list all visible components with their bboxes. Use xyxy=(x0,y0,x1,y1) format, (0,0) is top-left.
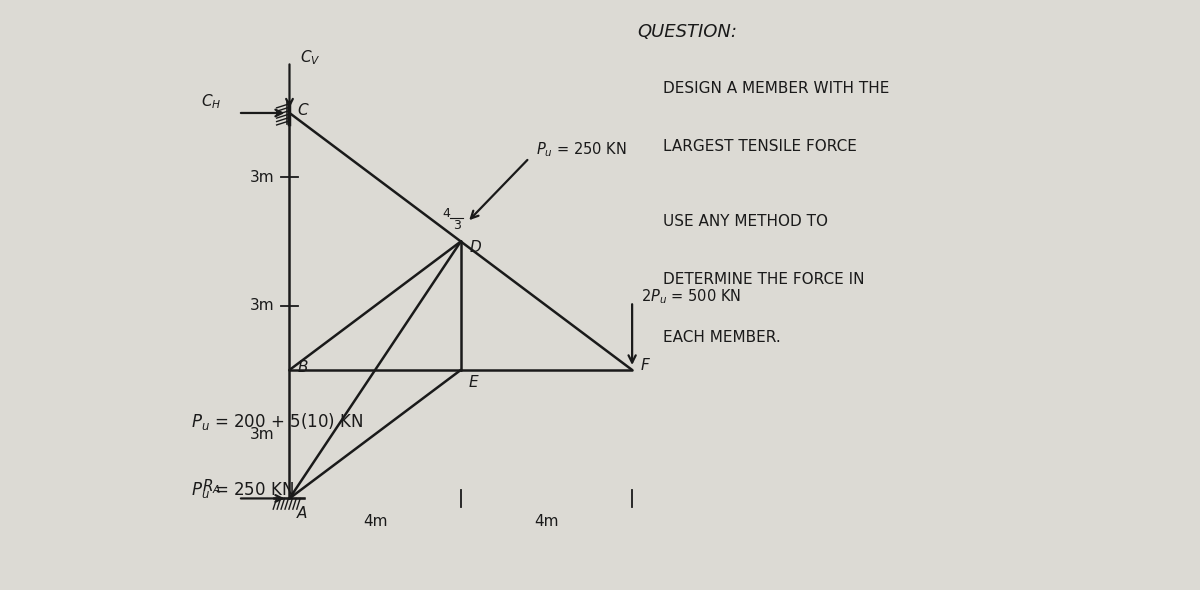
Text: QUESTION:: QUESTION: xyxy=(637,23,738,41)
Text: 3m: 3m xyxy=(250,298,274,313)
Text: $P_u$ = 200 + 5(10) KN: $P_u$ = 200 + 5(10) KN xyxy=(191,411,364,432)
Text: $P_u$ = 250 KN: $P_u$ = 250 KN xyxy=(191,480,294,500)
Text: E: E xyxy=(468,375,478,391)
Text: 3: 3 xyxy=(454,219,461,232)
Text: 3m: 3m xyxy=(250,170,274,185)
Text: LARGEST TENSILE FORCE: LARGEST TENSILE FORCE xyxy=(662,139,857,154)
Text: $C_V$: $C_V$ xyxy=(300,48,320,67)
Text: EACH MEMBER.: EACH MEMBER. xyxy=(662,330,780,345)
Text: F: F xyxy=(641,358,649,373)
Text: $P_u$ = 250 KN: $P_u$ = 250 KN xyxy=(535,140,626,159)
Text: $C_H$: $C_H$ xyxy=(200,92,221,111)
Text: DESIGN A MEMBER WITH THE: DESIGN A MEMBER WITH THE xyxy=(662,81,889,96)
Text: DETERMINE THE FORCE IN: DETERMINE THE FORCE IN xyxy=(662,272,864,287)
Text: A: A xyxy=(298,506,307,521)
Text: $R_A$: $R_A$ xyxy=(202,477,221,496)
Text: $2P_u$ = 500 KN: $2P_u$ = 500 KN xyxy=(641,288,740,306)
Text: 4m: 4m xyxy=(534,514,559,529)
Text: 3m: 3m xyxy=(250,427,274,442)
Text: D: D xyxy=(469,240,481,255)
Text: USE ANY METHOD TO: USE ANY METHOD TO xyxy=(662,214,828,229)
Text: C: C xyxy=(298,103,308,119)
Text: 4m: 4m xyxy=(362,514,388,529)
Text: 4: 4 xyxy=(442,207,450,220)
Text: B: B xyxy=(298,360,307,375)
